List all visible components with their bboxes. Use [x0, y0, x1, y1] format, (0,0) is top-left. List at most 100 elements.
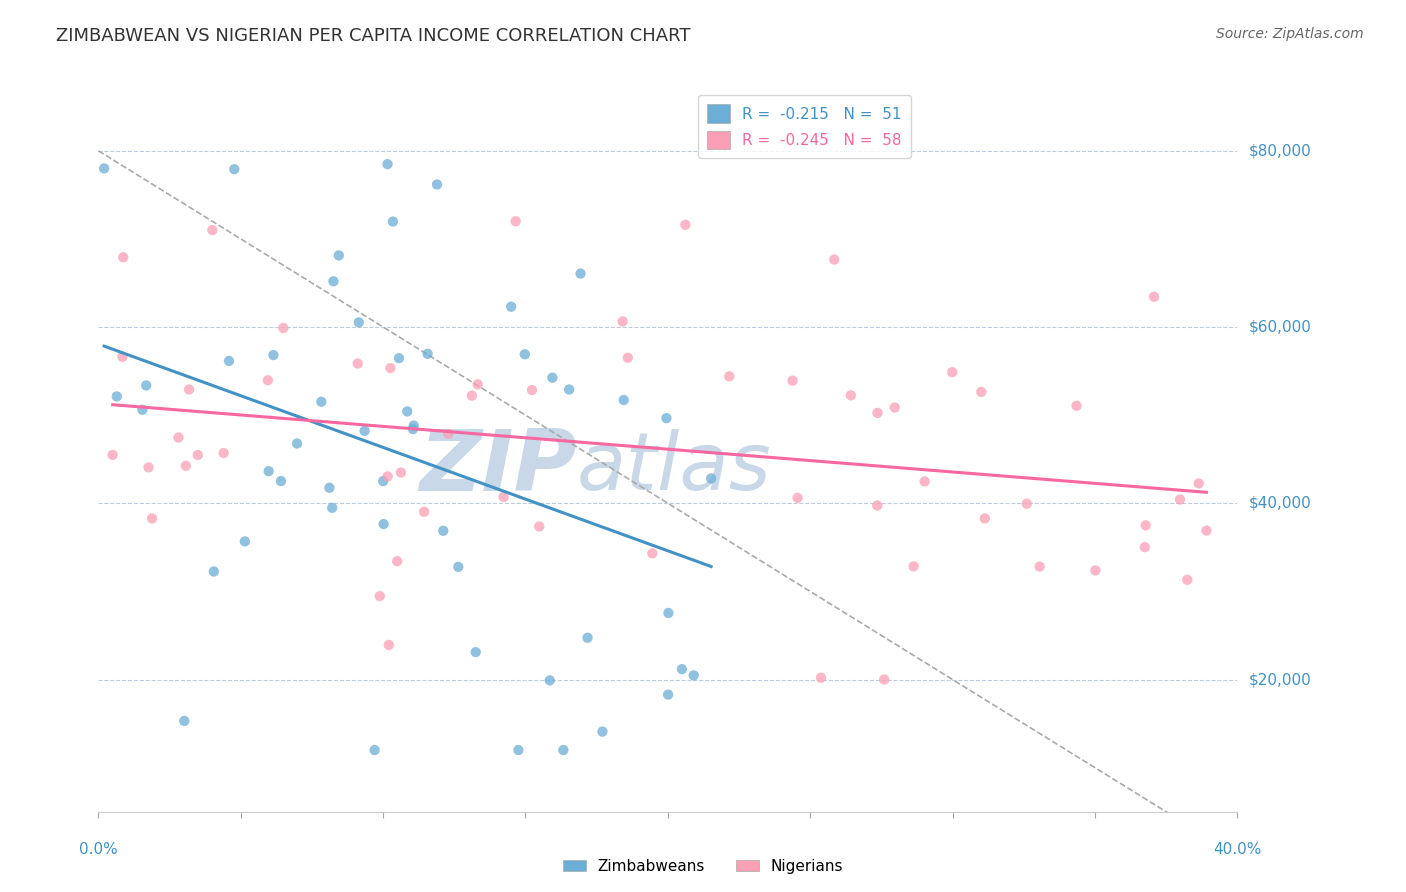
Point — [368, 589, 391, 603]
Point — [671, 662, 693, 676]
Point — [1168, 492, 1191, 507]
Point — [786, 491, 808, 505]
Point — [380, 361, 402, 376]
Point — [101, 448, 124, 462]
Point — [1188, 476, 1211, 491]
Point — [617, 351, 640, 365]
Point — [202, 565, 225, 579]
Point — [1143, 290, 1166, 304]
Point — [218, 354, 240, 368]
Legend: Zimbabweans, Nigerians: Zimbabweans, Nigerians — [557, 853, 849, 880]
Point — [174, 458, 197, 473]
Point — [914, 475, 936, 489]
Point — [700, 471, 723, 485]
Point — [641, 546, 664, 560]
Text: $80,000: $80,000 — [1249, 144, 1312, 158]
Point — [883, 401, 905, 415]
Point — [1084, 563, 1107, 577]
Point — [903, 559, 925, 574]
Point — [321, 500, 343, 515]
Point — [612, 314, 634, 328]
Point — [576, 631, 599, 645]
Point — [328, 248, 350, 262]
Point — [377, 469, 399, 483]
Point — [873, 673, 896, 687]
Text: ZIP: ZIP — [419, 426, 576, 509]
Text: 0.0%: 0.0% — [79, 842, 118, 857]
Point — [657, 688, 679, 702]
Point — [257, 464, 280, 478]
Point — [381, 214, 404, 228]
Point — [464, 645, 486, 659]
Point — [538, 673, 561, 688]
Point — [318, 481, 340, 495]
Point — [520, 383, 543, 397]
Point — [177, 383, 200, 397]
Point — [224, 162, 246, 177]
Point — [492, 490, 515, 504]
Point — [373, 517, 395, 532]
Point — [1066, 399, 1088, 413]
Point — [513, 347, 536, 361]
Text: atlas: atlas — [576, 429, 772, 507]
Point — [111, 350, 134, 364]
Point — [353, 424, 375, 438]
Point — [553, 743, 575, 757]
Point — [973, 511, 995, 525]
Point — [970, 384, 993, 399]
Point — [346, 357, 368, 371]
Point — [432, 524, 454, 538]
Point — [823, 252, 845, 267]
Point — [402, 422, 425, 436]
Point — [311, 394, 333, 409]
Point — [569, 267, 592, 281]
Point — [591, 724, 613, 739]
Point — [402, 418, 425, 433]
Point — [782, 374, 804, 388]
Point — [141, 511, 163, 525]
Point — [173, 714, 195, 728]
Point — [167, 431, 190, 445]
Point — [1175, 573, 1198, 587]
Point — [1195, 524, 1218, 538]
Point — [613, 392, 636, 407]
Point — [941, 365, 963, 379]
Point — [385, 554, 408, 568]
Point — [839, 388, 862, 402]
Point — [285, 436, 308, 450]
Point — [558, 383, 581, 397]
Point — [461, 389, 484, 403]
Point — [655, 411, 678, 425]
Point — [541, 370, 564, 384]
Point — [270, 474, 292, 488]
Point — [135, 378, 157, 392]
Point — [378, 638, 401, 652]
Point — [322, 274, 344, 288]
Point — [467, 377, 489, 392]
Point — [377, 157, 399, 171]
Text: 40.0%: 40.0% — [1213, 842, 1261, 857]
Text: $40,000: $40,000 — [1249, 496, 1312, 511]
Point — [389, 466, 412, 480]
Point — [866, 406, 889, 420]
Text: $60,000: $60,000 — [1249, 319, 1312, 334]
Point — [501, 300, 523, 314]
Point — [105, 389, 128, 403]
Point — [138, 460, 160, 475]
Point — [1135, 518, 1157, 533]
Point — [187, 448, 209, 462]
Point — [673, 218, 696, 232]
Point — [413, 505, 436, 519]
Point — [347, 315, 370, 329]
Point — [508, 743, 530, 757]
Point — [426, 178, 449, 192]
Point — [1133, 540, 1156, 554]
Point — [682, 668, 704, 682]
Point — [1028, 559, 1050, 574]
Point — [388, 351, 411, 366]
Text: ZIMBABWEAN VS NIGERIAN PER CAPITA INCOME CORRELATION CHART: ZIMBABWEAN VS NIGERIAN PER CAPITA INCOME… — [56, 27, 690, 45]
Point — [262, 348, 284, 362]
Text: $20,000: $20,000 — [1249, 672, 1312, 687]
Point — [256, 373, 278, 387]
Point — [657, 606, 679, 620]
